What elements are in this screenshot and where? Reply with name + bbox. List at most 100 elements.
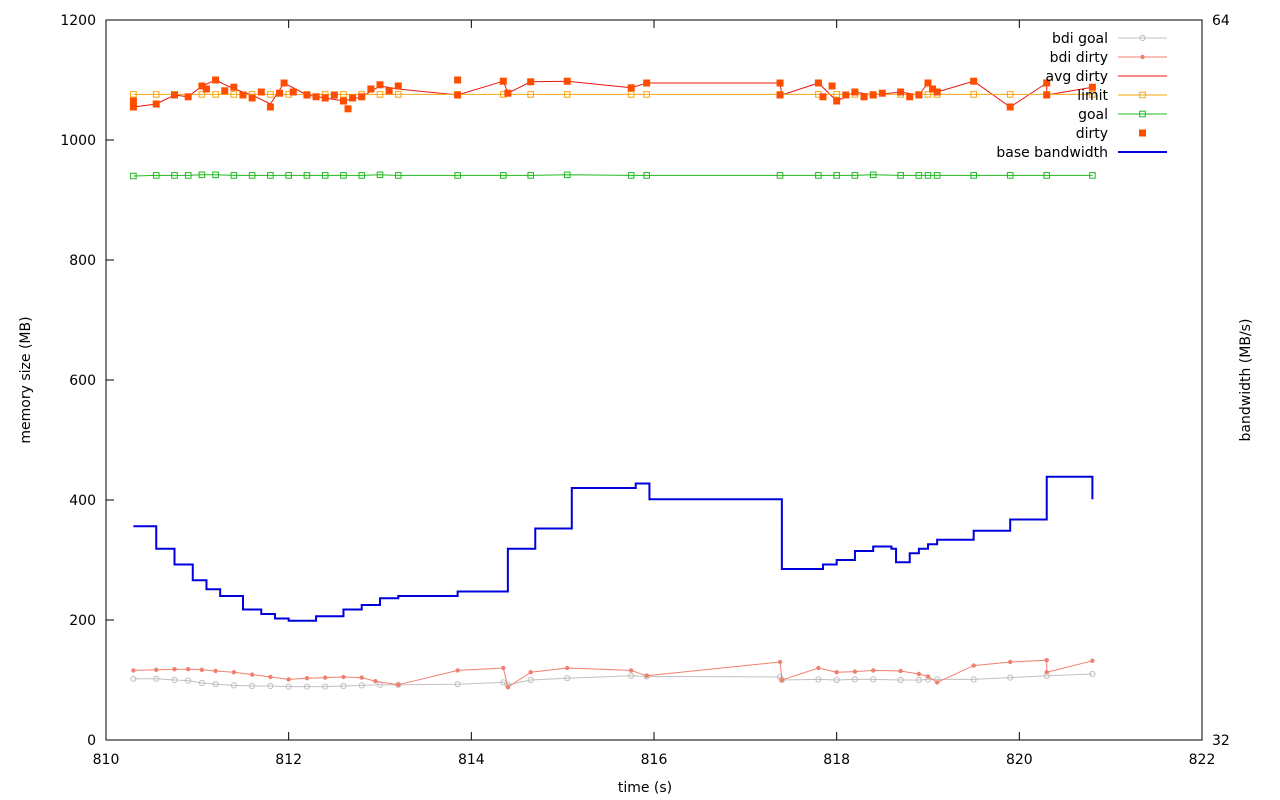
data-point (239, 91, 247, 99)
data-point (833, 97, 841, 105)
data-point (499, 77, 507, 85)
data-point (870, 676, 877, 683)
data-point (212, 91, 219, 98)
x-tick-label: 818 (823, 752, 850, 768)
data-point (454, 172, 461, 179)
data-point (154, 667, 159, 672)
data-point (828, 82, 836, 90)
series-line (133, 673, 1093, 688)
data-point (860, 93, 868, 101)
data-point (565, 665, 570, 671)
data-point (186, 667, 191, 672)
data-point (340, 682, 347, 690)
axis-ticks: 810 812 814 816 818 820 822 0 200 400 600 800 1000 12… (60, 13, 1230, 768)
data-point (500, 172, 507, 179)
y2-tick-label: 32 (1212, 733, 1230, 749)
legend-item-goal: goal (1078, 107, 1167, 123)
data-point (1006, 103, 1014, 111)
data-point (898, 668, 903, 674)
data-point (303, 683, 311, 690)
x-tick-label: 814 (458, 752, 485, 768)
data-point (323, 675, 328, 680)
data-point (376, 81, 384, 89)
data-point (267, 172, 274, 179)
legend-item-bdi-dirty: bdi dirty (1050, 50, 1167, 66)
data-point (1043, 172, 1051, 179)
data-point (815, 172, 822, 179)
series-base-bandwidth (133, 475, 1094, 622)
data-point (212, 76, 220, 84)
data-point (628, 668, 634, 673)
data-point (916, 671, 922, 677)
data-point (213, 668, 218, 674)
y-tick-label: 0 (87, 733, 96, 749)
data-point (198, 679, 205, 687)
data-point (130, 91, 137, 98)
legend-swatch-marker (1139, 91, 1146, 99)
data-point (971, 663, 976, 668)
series-line (133, 475, 1094, 622)
data-point (897, 676, 904, 684)
data-point (303, 91, 311, 99)
data-point (358, 682, 365, 689)
data-point (776, 79, 784, 87)
x-axis-label: time (s) (618, 780, 672, 796)
series-line (133, 659, 1093, 689)
data-point (303, 172, 311, 179)
y2-tick-label: 64 (1212, 13, 1230, 29)
series-layer (129, 76, 1096, 690)
x-tick-label: 816 (641, 752, 668, 768)
data-point (267, 91, 274, 98)
x-tick-label: 820 (1006, 752, 1033, 768)
data-point (833, 91, 840, 98)
data-point (777, 659, 783, 665)
data-point (130, 172, 137, 180)
data-point (304, 676, 310, 681)
data-point (358, 93, 366, 101)
data-point (184, 172, 192, 179)
data-point (851, 172, 859, 179)
data-point (1007, 674, 1014, 681)
data-point (1006, 91, 1014, 98)
data-point (1089, 172, 1096, 179)
data-point (627, 91, 635, 98)
data-point (871, 668, 876, 673)
data-point (289, 88, 297, 96)
data-point (970, 676, 977, 683)
data-point (171, 172, 178, 179)
data-point (212, 171, 219, 179)
data-point (1044, 670, 1049, 675)
data-point (869, 171, 877, 179)
data-point (199, 667, 205, 672)
data-point (202, 85, 210, 93)
data-point (915, 172, 923, 179)
data-point (248, 94, 256, 102)
data-point (851, 676, 859, 683)
data-point (644, 673, 649, 678)
data-point (230, 682, 237, 689)
data-point (376, 91, 384, 98)
data-point (970, 91, 977, 98)
data-point (970, 172, 977, 179)
data-point (834, 670, 839, 675)
data-point (925, 674, 931, 679)
data-point (212, 681, 219, 688)
data-point (285, 683, 292, 690)
data-point (819, 93, 827, 101)
data-point (385, 87, 393, 95)
data-point (153, 675, 160, 682)
data-point (266, 103, 274, 111)
y2-axis-label: bandwidth (MB/s) (1238, 319, 1254, 442)
legend: bdi goal bdi dirty avg dirty limit goal dirty… (996, 31, 1167, 161)
data-point (152, 91, 160, 98)
legend-label: dirty (1076, 126, 1108, 142)
data-point (627, 172, 635, 179)
data-point (833, 676, 840, 684)
data-point (852, 669, 858, 674)
data-point (358, 172, 366, 179)
legend-item-bdi-goal: bdi goal (1052, 31, 1167, 47)
data-point (454, 681, 461, 688)
data-point (1089, 670, 1096, 678)
legend-label: bdi goal (1052, 31, 1108, 47)
